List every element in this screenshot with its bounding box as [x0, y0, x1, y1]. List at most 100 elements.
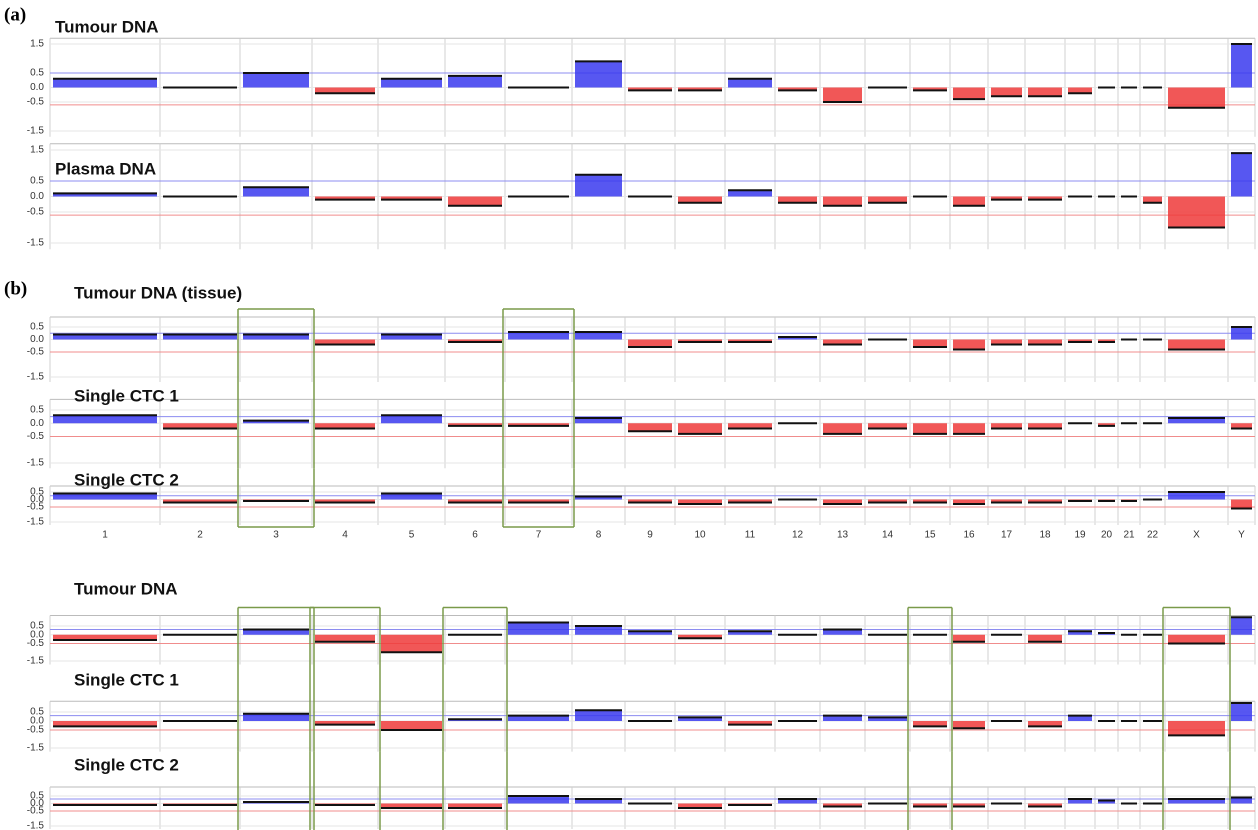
segment-bar: [53, 193, 157, 197]
segment-bar: [53, 634, 157, 640]
segment-bar: [315, 423, 375, 429]
y-tick-label: 0.5: [30, 791, 44, 802]
y-tick-label: 0.0: [30, 716, 44, 727]
y-tick-label: 0.5: [30, 621, 44, 632]
segment-bar: [575, 417, 622, 424]
segment-bar: [448, 499, 502, 503]
segment-bar: [628, 87, 672, 91]
y-tick-label: 0.5: [30, 68, 44, 79]
segment-bar: [728, 499, 772, 503]
x-tick-label: 17: [1001, 530, 1013, 541]
segment-bar: [1231, 499, 1252, 509]
segment-bar: [1168, 721, 1225, 736]
segment-bar: [1068, 631, 1092, 635]
segment-bar: [381, 803, 442, 808]
segment-bar: [315, 634, 375, 642]
segment-bar: [508, 715, 569, 721]
segment-bar: [575, 496, 622, 500]
segment-bar: [678, 634, 722, 639]
segment-bar: [381, 196, 442, 200]
y-tick-label: -0.5: [27, 97, 45, 108]
segment-bar: [243, 420, 309, 424]
panel-title: Tumour DNA (tissue): [74, 283, 242, 302]
segment-bar: [1231, 423, 1252, 429]
segment-bar: [823, 87, 862, 102]
x-tick-label: 10: [694, 530, 706, 541]
segment-bar: [778, 196, 817, 203]
segment-bar: [1168, 87, 1225, 108]
segment-bar: [728, 631, 772, 635]
segment-bar: [913, 803, 947, 807]
segment-bar: [448, 196, 502, 206]
segment-bar: [575, 332, 622, 340]
segment-bar: [823, 629, 862, 635]
segment-bar: [953, 499, 985, 504]
segment-bar: [315, 196, 375, 200]
segment-bar: [1028, 803, 1062, 807]
y-tick-label: -0.5: [27, 502, 45, 513]
x-tick-label: 18: [1039, 530, 1051, 541]
y-tick-label: 0.0: [30, 629, 44, 640]
segment-bar: [953, 339, 985, 350]
segment-bar: [381, 493, 442, 500]
y-tick-label: 1.5: [30, 39, 44, 50]
segment-bar: [243, 73, 309, 88]
segment-bar: [381, 721, 442, 730]
segment-bar: [53, 493, 157, 500]
segment-bar: [575, 710, 622, 721]
panel-title: Single CTC 1: [74, 386, 179, 405]
segment-bar: [575, 61, 622, 88]
segment-bar: [778, 799, 817, 804]
segment-bar: [1098, 339, 1115, 342]
segment-bar: [53, 78, 157, 88]
segment-bar: [991, 87, 1022, 97]
segment-bar: [381, 415, 442, 424]
segment-bar: [1068, 339, 1092, 342]
panel-title: Single CTC 2: [74, 755, 179, 774]
segment-bar: [1098, 423, 1115, 426]
segment-bar: [243, 334, 309, 340]
segment-bar: [728, 339, 772, 342]
y-tick-label: 0.0: [30, 798, 44, 809]
segment-bar: [728, 721, 772, 725]
panel-title: Single CTC 2: [74, 470, 179, 489]
y-tick-label: -1.5: [27, 821, 45, 830]
segment-bar: [1143, 196, 1162, 203]
y-tick-label: 0.0: [30, 418, 44, 429]
segment-bar: [628, 631, 672, 635]
segment-bar: [315, 721, 375, 725]
panel-title: Tumour DNA: [74, 579, 178, 598]
segment-bar: [315, 87, 375, 94]
y-tick-label: -0.5: [27, 431, 45, 442]
segment-bar: [823, 715, 862, 721]
y-tick-label: 0.5: [30, 707, 44, 718]
segment-bar: [243, 629, 309, 635]
y-tick-label: -1.5: [27, 458, 45, 469]
segment-bar: [823, 196, 862, 206]
y-tick-label: -0.5: [27, 347, 45, 358]
panel-label: (a): [4, 4, 26, 25]
segment-bar: [243, 713, 309, 721]
segment-bar: [991, 196, 1022, 200]
x-tick-label: 3: [273, 530, 279, 541]
y-tick-label: -0.5: [27, 638, 45, 649]
segment-bar: [913, 87, 947, 91]
segment-bar: [778, 87, 817, 91]
segment-bar: [243, 187, 309, 197]
segment-bar: [1028, 499, 1062, 503]
segment-bar: [1231, 617, 1252, 635]
y-tick-label: 0.0: [30, 191, 44, 202]
panel-title: Plasma DNA: [55, 159, 156, 178]
x-tick-label: 5: [409, 530, 415, 541]
segment-bar: [868, 717, 907, 721]
x-tick-label: 8: [596, 530, 602, 541]
x-tick-label: X: [1193, 530, 1200, 541]
segment-bar: [1231, 44, 1252, 88]
segment-bar: [678, 803, 722, 808]
segment-bar: [628, 499, 672, 503]
y-tick-label: 0.5: [30, 487, 44, 498]
segment-bar: [991, 499, 1022, 503]
segment-bar: [823, 339, 862, 345]
segment-bar: [678, 717, 722, 721]
segment-bar: [381, 78, 442, 88]
